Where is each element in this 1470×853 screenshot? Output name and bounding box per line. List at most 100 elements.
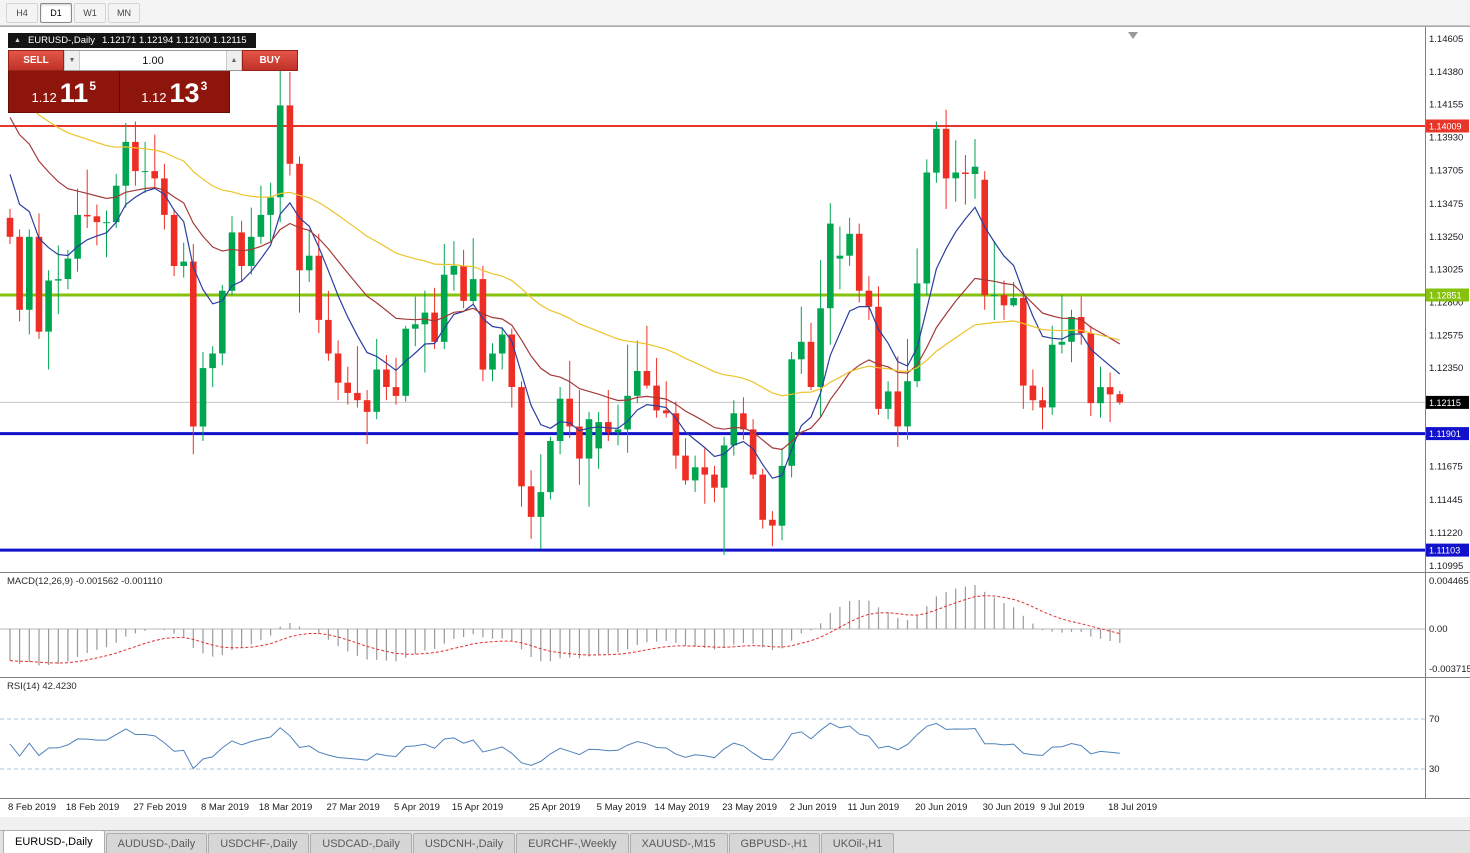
chart-title-bar: ▲ EURUSD-,Daily 1.12171 1.12194 1.12100 … (8, 33, 256, 48)
svg-text:1.10995: 1.10995 (1429, 561, 1463, 572)
buy-price-pips: 13 (169, 78, 200, 109)
date-axis-label: 5 May 2019 (596, 802, 647, 813)
svg-text:1.11103: 1.11103 (1429, 546, 1460, 556)
tab-usdchf-daily[interactable]: USDCHF-,Daily (208, 833, 310, 853)
timeframe-button-d1[interactable]: D1 (40, 2, 72, 23)
tab-gbpusd-h1[interactable]: GBPUSD-,H1 (728, 833, 820, 853)
svg-text:1.12800: 1.12800 (1429, 297, 1463, 308)
chart-window-icon: ▲ (14, 37, 21, 44)
date-axis-label: 9 Jul 2019 (1040, 802, 1085, 813)
svg-text:1.13250: 1.13250 (1429, 232, 1463, 243)
svg-text:1.12115: 1.12115 (1429, 398, 1461, 408)
sell-price-display[interactable]: 1.12 11 5 (9, 71, 120, 112)
svg-text:1.14380: 1.14380 (1429, 67, 1463, 78)
date-axis-label: 30 Jun 2019 (982, 802, 1035, 813)
buy-button[interactable]: BUY (242, 50, 298, 71)
price-axis: 1.14605 1.14380 1.14155 1.13930 1.13705 1.134… (1425, 27, 1469, 573)
trade-panel-prices: 1.12 11 5 1.12 13 3 (8, 71, 230, 113)
timeframe-button-h4[interactable]: H4 (6, 2, 38, 23)
buy-price-display[interactable]: 1.12 13 3 (120, 71, 230, 112)
svg-text:1.14605: 1.14605 (1429, 34, 1463, 45)
chart-ohlc-values: 1.12171 1.12194 1.12100 1.12115 (101, 35, 247, 46)
svg-text:1.11445: 1.11445 (1429, 495, 1463, 506)
trade-panel-controls: SELL ▼ ▲ BUY (8, 50, 298, 71)
timeframe-button-mn[interactable]: MN (108, 2, 140, 23)
chart-window: 1.14605 1.14380 1.14155 1.13930 1.13705 1.134… (0, 26, 1470, 817)
date-axis-label: 18 Feb 2019 (65, 802, 120, 813)
price-badge: 1.11901 (1426, 427, 1469, 441)
tab-eurchf-weekly[interactable]: EURCHF-,Weekly (516, 833, 629, 853)
price-badge: 1.12851 (1426, 288, 1469, 302)
tab-audusd-daily[interactable]: AUDUSD-,Daily (105, 833, 208, 853)
chart-tab-bar: EURUSD-,Daily AUDUSD-,Daily USDCHF-,Daily U… (0, 830, 1470, 853)
rsi-label: RSI(14) 42.4230 (7, 681, 77, 692)
date-axis-label: 8 Feb 2019 (8, 802, 57, 813)
date-axis-label: 20 Jun 2019 (915, 802, 968, 813)
tab-usdcnh-daily[interactable]: USDCNH-,Daily (412, 833, 516, 853)
macd-axis: 0.004465 0.00 -0.003715 (1425, 573, 1470, 678)
svg-text:1.13705: 1.13705 (1429, 165, 1463, 176)
svg-text:0.004465: 0.004465 (1429, 576, 1469, 587)
macd-label: MACD(12,26,9) -0.001562 -0.001110 (7, 576, 163, 587)
svg-text:1.13475: 1.13475 (1429, 199, 1463, 210)
timeframe-button-w1[interactable]: W1 (74, 2, 106, 23)
date-axis-label: 25 Apr 2019 (529, 802, 581, 813)
volume-box: ▼ ▲ (64, 50, 242, 71)
tab-xauusd-m15[interactable]: XAUUSD-,M15 (629, 833, 728, 853)
date-axis-label: 27 Mar 2019 (326, 802, 380, 813)
sell-button[interactable]: SELL (8, 50, 64, 71)
sell-price-prefix: 1.12 (31, 89, 57, 105)
svg-text:1.11220: 1.11220 (1429, 528, 1463, 539)
sell-price-point: 5 (89, 79, 97, 93)
date-axis-label: 8 Mar 2019 (201, 802, 250, 813)
moving-averages-layer (9, 91, 1121, 479)
scroll-to-end-marker (1128, 32, 1138, 39)
date-axis-label: 23 May 2019 (722, 802, 778, 813)
svg-text:-0.003715: -0.003715 (1429, 664, 1470, 675)
volume-input[interactable] (80, 51, 226, 70)
svg-text:1.12350: 1.12350 (1429, 363, 1463, 374)
date-axis-label: 2 Jun 2019 (789, 802, 837, 813)
svg-text:70: 70 (1429, 714, 1440, 725)
candles-layer (6, 57, 1124, 555)
macd-signal-line (9, 595, 1120, 664)
date-axis: 8 Feb 2019 18 Feb 2019 27 Feb 2019 8 Mar 20… (0, 799, 1470, 817)
macd-histogram (9, 585, 1121, 666)
date-axis-label: 27 Feb 2019 (133, 802, 187, 813)
svg-text:1.12575: 1.12575 (1429, 330, 1463, 341)
svg-text:1.14009: 1.14009 (1429, 122, 1462, 132)
date-axis-label: 18 Jul 2019 (1108, 802, 1158, 813)
buy-price-point: 3 (200, 79, 208, 93)
svg-text:1.13025: 1.13025 (1429, 265, 1463, 276)
svg-text:1.14155: 1.14155 (1429, 100, 1463, 111)
price-badge: 1.14009 (1426, 119, 1469, 133)
tab-ukoil-h1[interactable]: UKOil-,H1 (820, 833, 895, 853)
date-axis-label: 5 Apr 2019 (394, 802, 440, 813)
top-toolbar: H4 D1 W1 MN (0, 0, 1470, 26)
main-price-chart[interactable]: 1.14605 1.14380 1.14155 1.13930 1.13705 1.134… (0, 27, 1470, 573)
price-badge: 1.11103 (1426, 543, 1469, 557)
buy-price-prefix: 1.12 (141, 89, 167, 105)
svg-text:1.11675: 1.11675 (1429, 462, 1463, 473)
volume-increase-button[interactable]: ▲ (226, 51, 242, 70)
tab-usdcad-daily[interactable]: USDCAD-,Daily (310, 833, 412, 853)
one-click-trading-panel: SELL ▼ ▲ BUY 1.12 11 5 1.12 13 3 (8, 50, 298, 113)
rsi-indicator-panel[interactable]: 70 30 (0, 678, 1470, 799)
date-axis-label: 18 Mar 2019 (258, 802, 313, 813)
chart-symbol-title: EURUSD-,Daily (27, 35, 95, 46)
horizontal-level-lines[interactable] (0, 125, 1425, 552)
macd-indicator-panel[interactable]: 0.004465 0.00 -0.003715 (0, 573, 1470, 678)
svg-text:1.11901: 1.11901 (1429, 429, 1461, 439)
svg-text:1.13930: 1.13930 (1429, 133, 1463, 144)
rsi-axis: 70 30 (1425, 678, 1440, 799)
tab-eurusd-daily[interactable]: EURUSD-,Daily (3, 830, 105, 853)
rsi-line (9, 722, 1120, 770)
price-badge: 1.12115 (1426, 395, 1469, 409)
svg-text:0.00: 0.00 (1429, 624, 1448, 635)
volume-decrease-button[interactable]: ▼ (64, 51, 80, 70)
date-axis-label: 15 Apr 2019 (451, 802, 504, 813)
timeframe-button-group: H4 D1 W1 MN (6, 2, 140, 23)
sell-price-pips: 11 (59, 78, 89, 109)
date-axis-label: 11 Jun 2019 (847, 802, 900, 813)
svg-text:30: 30 (1429, 764, 1440, 775)
